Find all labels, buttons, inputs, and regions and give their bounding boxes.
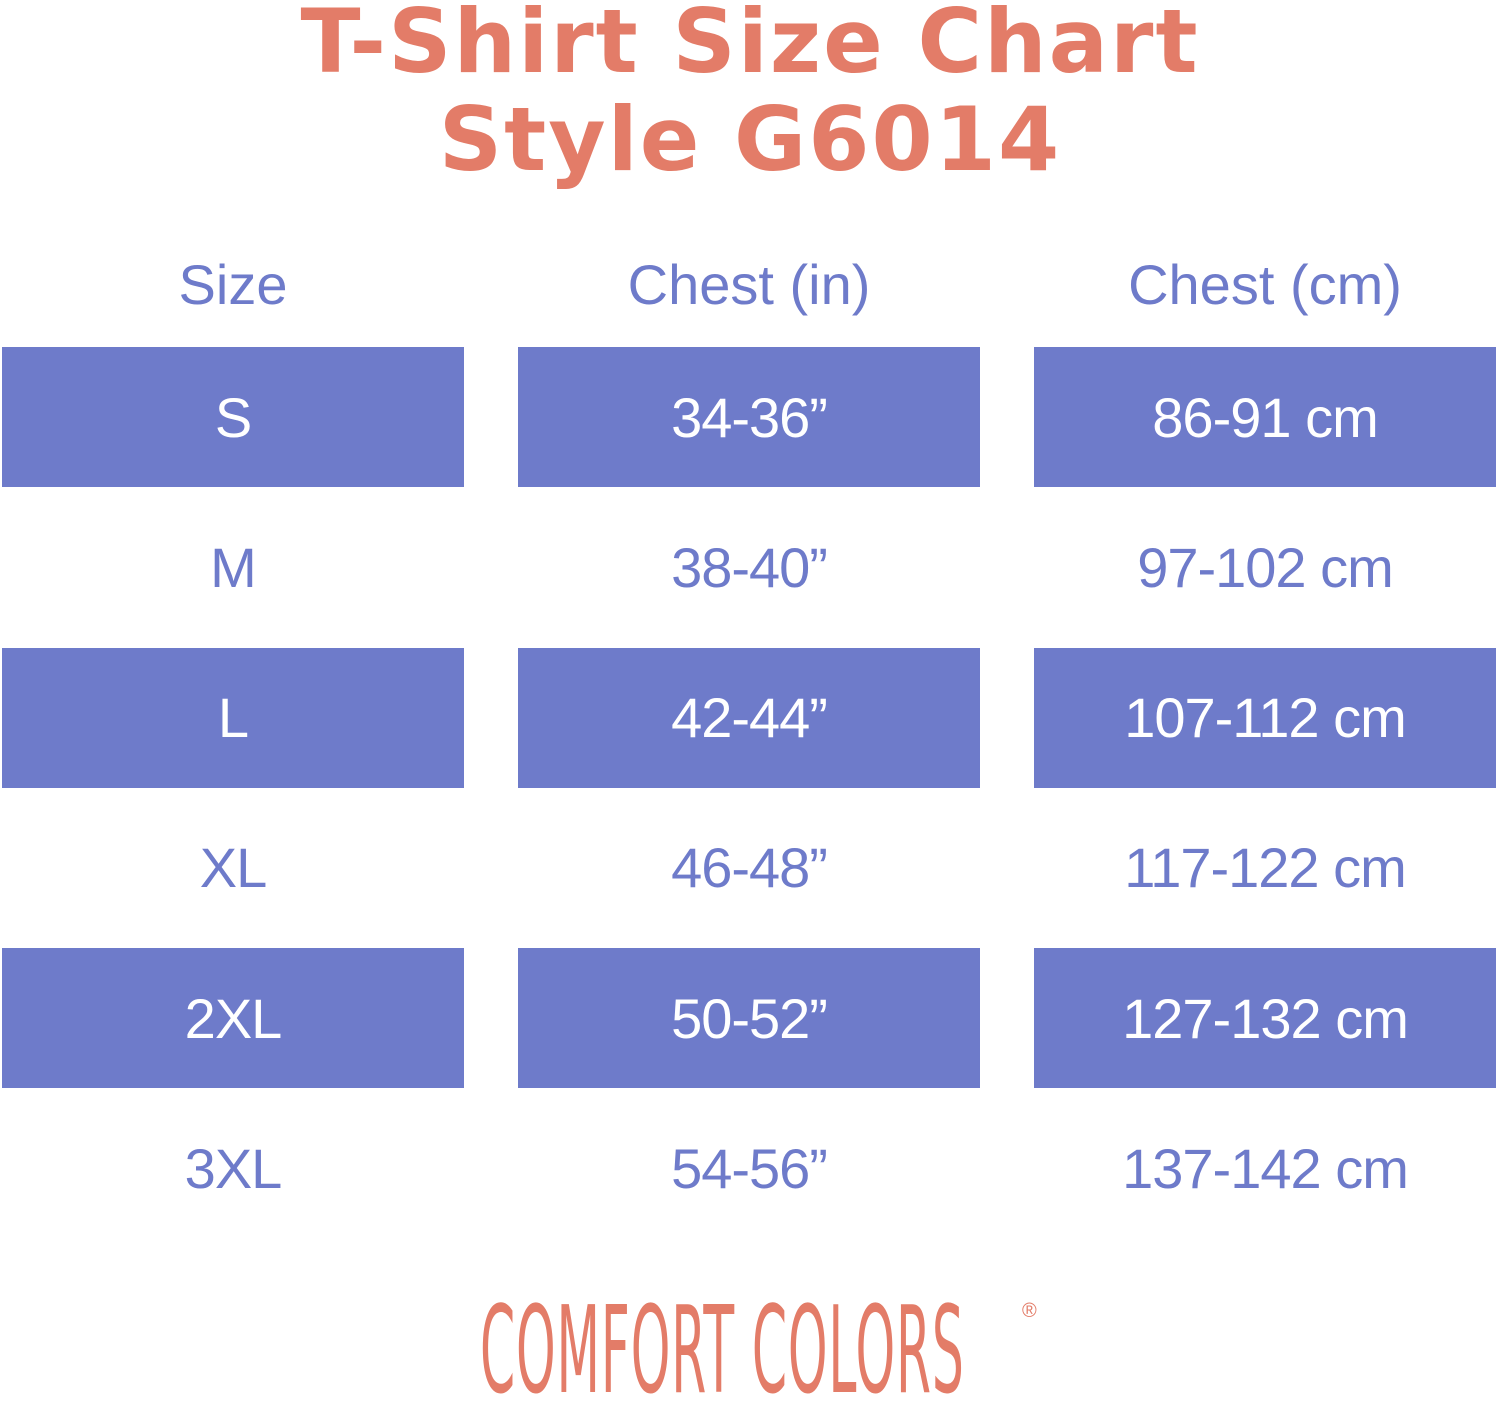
- chest-cm-cell: 97-102 cm: [1137, 535, 1394, 599]
- size-cell: XL: [199, 836, 268, 900]
- size-cell: M: [210, 535, 257, 599]
- header-size: Size: [178, 253, 288, 316]
- page-title: T-Shirt Size Chart: [300, 0, 1200, 93]
- header-chest-cm: Chest (cm): [1128, 253, 1402, 316]
- size-cell: 2XL: [2, 948, 464, 1089]
- logo-text: COMFORT COLORS: [480, 1282, 965, 1421]
- chest-in-cell: 42-44”: [518, 647, 980, 788]
- size-cell: S: [2, 347, 464, 487]
- size-cell: 3XL: [184, 1137, 283, 1200]
- header-chest-in: Chest (in): [627, 253, 871, 316]
- chest-cm-cell: 127-132 cm: [1034, 948, 1496, 1089]
- page-subtitle: Style G6014: [438, 88, 1062, 191]
- chest-in-cell: 38-40”: [671, 535, 828, 599]
- size-cell: L: [2, 647, 464, 788]
- chest-in-cell: 50-52”: [518, 948, 980, 1089]
- chest-in-cell: 46-48”: [671, 836, 828, 900]
- chest-cm-cell: 107-112 cm: [1034, 647, 1496, 788]
- chest-in-cell: 34-36”: [518, 347, 980, 487]
- registered-mark: ®: [1022, 1300, 1037, 1322]
- chest-cm-cell: 117-122 cm: [1124, 836, 1407, 900]
- chest-in-cell: 54-56”: [671, 1137, 828, 1200]
- chest-cm-cell: 86-91 cm: [1034, 347, 1496, 487]
- chest-cm-cell: 137-142 cm: [1122, 1137, 1409, 1200]
- brand-logo: COMFORT COLORS: [480, 1282, 1000, 1421]
